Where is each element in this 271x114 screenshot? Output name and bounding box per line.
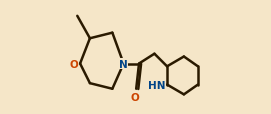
Text: O: O — [69, 59, 78, 69]
Text: N: N — [119, 59, 128, 69]
Text: O: O — [130, 92, 139, 102]
Text: HN: HN — [148, 80, 166, 90]
